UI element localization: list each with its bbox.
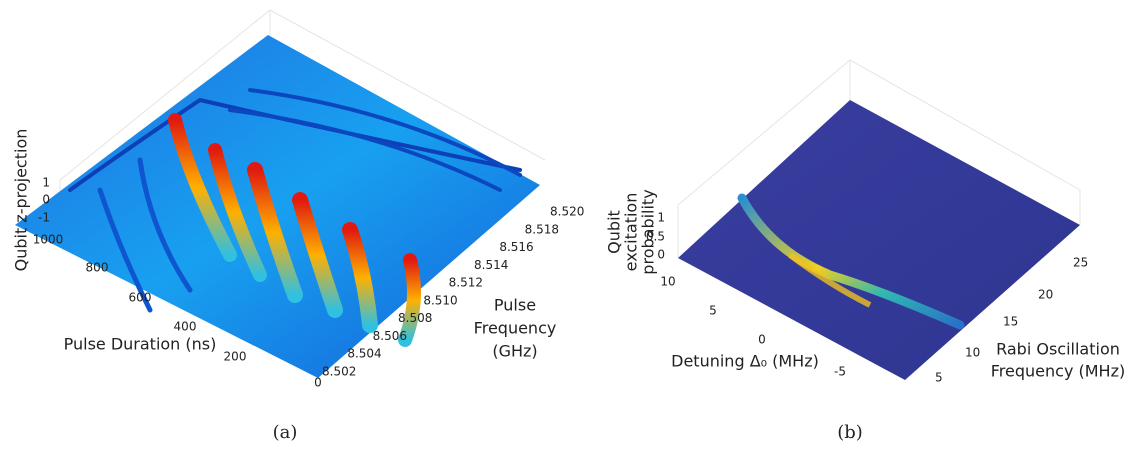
surface (15, 35, 540, 378)
y-tick-label: 5 (935, 371, 943, 385)
z-tick-label: 1 (657, 211, 665, 225)
z-tick-label: -1 (38, 211, 50, 225)
panel-label: (a) (273, 422, 298, 443)
y-tick-label: 8.510 (423, 293, 457, 307)
y-tick-label: 8.512 (449, 276, 483, 290)
y-tick-label: 8.502 (322, 365, 356, 379)
panel-a: Qubit z-projection 1 0 -1 1000 800 600 4… (12, 10, 585, 443)
x-tick-label: 10 (660, 275, 675, 289)
y-tick-label: 15 (1003, 315, 1018, 329)
x-axis-title: Pulse Duration (ns) (64, 335, 217, 354)
y-axis-title: Rabi Oscillation (996, 340, 1120, 359)
x-tick-label: 600 (129, 291, 152, 305)
z-tick-label: 0.5 (646, 230, 665, 244)
z-tick-label: 0 (42, 193, 50, 207)
y-tick-label: 20 (1038, 288, 1053, 302)
z-axis-title: Qubit z-projection (12, 129, 31, 272)
z-tick-label: 0 (657, 248, 665, 262)
y-tick-label: 8.504 (347, 347, 381, 361)
x-tick-label: 1000 (33, 233, 64, 247)
surface (678, 100, 1080, 380)
y-axis-title: Frequency (474, 319, 557, 338)
x-tick-label: 5 (709, 304, 717, 318)
y-tick-label: 8.516 (499, 240, 533, 254)
y-axis-title: Pulse (494, 296, 536, 315)
x-tick-label: 200 (224, 350, 247, 364)
x-tick-label: 800 (86, 261, 109, 275)
y-tick-label: 25 (1073, 256, 1088, 270)
y-tick-label: 8.514 (474, 258, 508, 272)
x-tick-label: 0 (758, 333, 766, 347)
y-tick-label: 8.518 (525, 222, 559, 236)
x-tick-label: 400 (174, 320, 197, 334)
x-tick-label: -5 (834, 365, 846, 379)
y-tick-label: 8.508 (398, 311, 432, 325)
x-tick-label: 0 (314, 376, 322, 390)
y-tick-label: 10 (965, 346, 980, 360)
x-axis-title: Detuning Δ₀ (MHz) (671, 352, 819, 371)
figure: Qubit z-projection 1 0 -1 1000 800 600 4… (0, 0, 1136, 453)
y-axis-title: (GHz) (492, 342, 537, 361)
y-axis-title: Frequency (MHz) (991, 362, 1125, 381)
panel-label: (b) (837, 422, 863, 443)
y-tick-label: 8.506 (373, 329, 407, 343)
panel-b: Qubit excitation probability 1 0.5 0 10 … (605, 60, 1126, 443)
z-tick-label: 1 (42, 176, 50, 190)
y-tick-label: 8.520 (550, 205, 584, 219)
